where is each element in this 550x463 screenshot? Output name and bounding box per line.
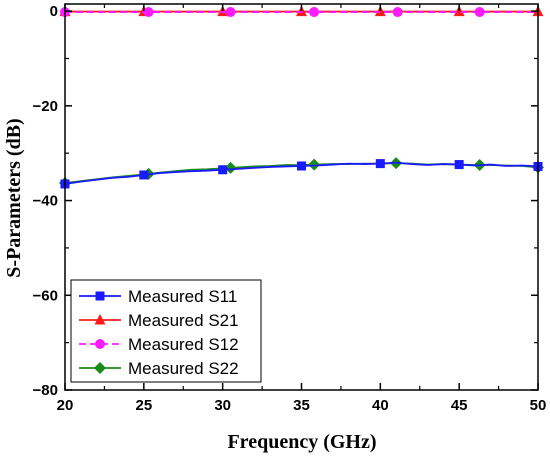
- data-point-measured-s22-3: [308, 158, 321, 171]
- y-tick-label: −60: [33, 287, 58, 304]
- data-point-measured-s12-5: [474, 7, 485, 18]
- legend-marker-measured-s11: [95, 291, 105, 301]
- x-tick-label: 20: [57, 397, 74, 414]
- legend-label-measured-s21: Measured S21: [128, 311, 239, 330]
- legend-item-measured-s11: Measured S11: [79, 287, 237, 306]
- data-point-measured-s12-4: [392, 7, 403, 18]
- legend: Measured S11 Measured S21 Measured S12 Meas…: [70, 279, 262, 383]
- series-measured-s11: [60, 159, 543, 189]
- legend-item-measured-s12: Measured S12: [79, 335, 239, 354]
- legend-marker-measured-s12: [95, 339, 105, 349]
- data-point-measured-s11-4: [375, 159, 385, 169]
- x-tick-label: 45: [451, 397, 468, 414]
- legend-label-measured-s22: Measured S22: [128, 359, 239, 378]
- x-tick-label: 40: [372, 397, 389, 414]
- x-tick-label: 35: [293, 397, 310, 414]
- legend-label-measured-s12: Measured S12: [128, 335, 239, 354]
- legend-marker-measured-s21: [94, 314, 106, 325]
- data-point-measured-s12-3: [309, 7, 320, 18]
- y-axis-title: S-Parameters (dB): [3, 118, 25, 277]
- legend-item-measured-s22: Measured S22: [79, 359, 239, 378]
- data-point-measured-s11-5: [454, 160, 464, 170]
- plot-content: [59, 5, 544, 190]
- axis-ticks: 20 25 30 35 40 45 50 0 −20 −40 −60 −80: [33, 3, 547, 414]
- legend-item-measured-s21: Measured S21: [79, 311, 239, 330]
- x-axis-title: Frequency (GHz): [227, 431, 376, 453]
- y-tick-label: −20: [33, 98, 58, 115]
- x-tick-label: 25: [135, 397, 152, 414]
- y-tick-label: −40: [33, 193, 58, 210]
- y-tick-label: 0: [50, 3, 58, 20]
- x-tick-label: 50: [530, 397, 547, 414]
- data-point-measured-s22-2: [224, 161, 237, 174]
- data-point-measured-s12-1: [143, 7, 154, 18]
- data-point-measured-s11-1: [139, 170, 149, 180]
- x-tick-label: 30: [214, 397, 231, 414]
- data-point-measured-s11-2: [218, 165, 228, 175]
- data-point-measured-s11-3: [297, 161, 306, 171]
- data-point-measured-s12-2: [225, 7, 236, 18]
- legend-marker-measured-s22: [94, 362, 106, 374]
- legend-label-measured-s11: Measured S11: [128, 287, 237, 306]
- y-tick-label: −80: [33, 382, 58, 399]
